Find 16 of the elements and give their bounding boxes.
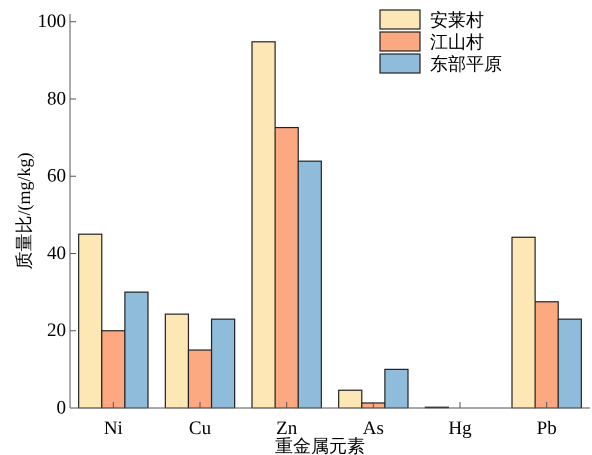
x-tick-label: Pb <box>536 418 557 439</box>
y-tick-label: 60 <box>47 166 66 187</box>
x-tick-label: Hg <box>448 418 472 439</box>
legend-label: 安莱村 <box>430 10 484 30</box>
y-tick-label: 0 <box>56 398 66 418</box>
y-tick-label: 20 <box>47 320 66 342</box>
x-tick-label: Ni <box>104 418 123 439</box>
legend-label: 江山村 <box>430 32 484 52</box>
y-tick-label: 100 <box>38 11 66 32</box>
y-tick-label: 40 <box>47 242 66 264</box>
legend-label: 东部平原 <box>430 54 502 74</box>
x-tick-label: Cu <box>188 418 212 439</box>
x-tick-label: As <box>362 418 384 439</box>
x-axis-title: 重金属元素 <box>275 436 365 455</box>
y-tick-label: 80 <box>47 88 66 110</box>
y-axis-title: 质量比/(mg/kg) <box>14 152 34 270</box>
